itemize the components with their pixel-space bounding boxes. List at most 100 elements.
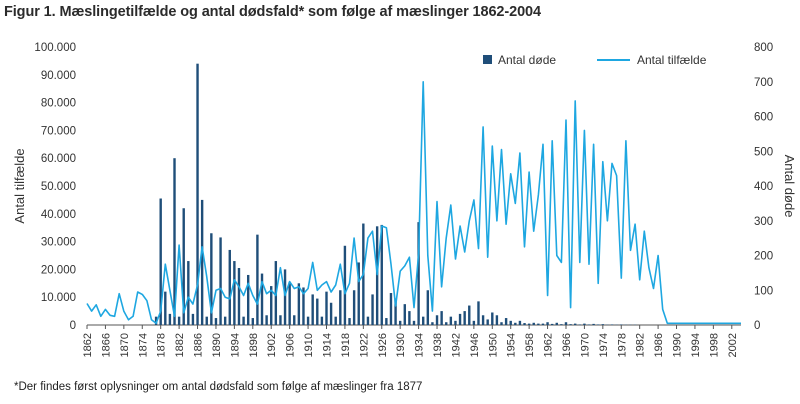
- deaths-bar: [302, 287, 305, 325]
- axes: [86, 324, 741, 329]
- x-tick-label: 1902: [266, 333, 278, 357]
- x-tick-label: 1882: [174, 333, 186, 357]
- deaths-bar: [583, 323, 586, 325]
- x-tick-label: 2002: [727, 333, 739, 357]
- deaths-bar: [177, 316, 181, 325]
- deaths-bar: [265, 315, 268, 325]
- deaths-bar: [417, 222, 420, 325]
- x-tick-label: 1938: [432, 333, 444, 357]
- x-tick-label: 1998: [708, 333, 720, 357]
- deaths-bar: [288, 281, 291, 325]
- deaths-bar: [371, 294, 374, 325]
- deaths-bar: [173, 158, 176, 325]
- deaths-bar: [380, 224, 383, 325]
- deaths-bar: [293, 315, 296, 325]
- x-tick-label: 1878: [156, 333, 168, 357]
- deaths-bar: [210, 233, 213, 325]
- chart-title: Figur 1. Mæslingetilfælde og antal dødsf…: [4, 4, 541, 20]
- deaths-bar: [546, 322, 549, 325]
- y2-tick-label: 400: [754, 181, 773, 193]
- deaths-bar: [454, 320, 457, 325]
- deaths-bar: [325, 291, 328, 325]
- y-tick-label: 90.000: [41, 70, 76, 82]
- y-tick-label: 70.000: [41, 125, 76, 137]
- deaths-bar: [435, 315, 439, 325]
- y-tick-label: 50.000: [41, 181, 76, 193]
- deaths-bar: [182, 208, 185, 325]
- y2-tick-label: 500: [754, 146, 773, 158]
- y2-tick-label: 100: [754, 285, 773, 297]
- x-tick-label: 1982: [635, 333, 647, 357]
- deaths-bar: [491, 312, 494, 325]
- deaths-bar: [403, 304, 406, 325]
- y-tick-label: 20.000: [41, 264, 76, 276]
- deaths-bar: [329, 302, 333, 325]
- deaths-bar: [537, 323, 540, 325]
- deaths-bar: [550, 323, 554, 325]
- deaths-bar: [297, 283, 301, 325]
- deaths-bar: [514, 322, 517, 325]
- y-tick-label: 100.000: [34, 42, 76, 54]
- deaths-bar: [389, 293, 393, 325]
- x-tick-label: 1898: [248, 333, 260, 357]
- y2-tick-label: 300: [754, 216, 773, 228]
- deaths-bar: [219, 237, 222, 325]
- x-tick-label: 1910: [303, 333, 315, 357]
- deaths-bar: [320, 316, 324, 325]
- deaths-bar: [256, 234, 259, 325]
- deaths-bar: [569, 324, 572, 325]
- deaths-bar: [426, 290, 430, 325]
- x-tick-label: 1950: [487, 333, 499, 357]
- deaths-bar: [440, 311, 443, 325]
- x-tick-label: 1978: [616, 333, 628, 357]
- deaths-bar: [270, 286, 273, 325]
- x-tick-label: 1970: [579, 333, 591, 357]
- deaths-bar: [196, 63, 199, 326]
- deaths-bar: [223, 316, 227, 325]
- deaths-bar: [279, 315, 282, 325]
- x-tick-label: 1906: [285, 333, 297, 357]
- y-axis-label-right: Antal døde: [782, 155, 797, 218]
- x-tick-label: 1930: [395, 333, 407, 357]
- y2-tick-label: 0: [754, 320, 760, 332]
- y2-tick-label: 600: [754, 112, 773, 124]
- deaths-bar: [200, 199, 204, 325]
- deaths-bar: [587, 324, 591, 325]
- x-tick-label: 1874: [137, 333, 149, 357]
- deaths-bar: [463, 311, 466, 325]
- x-tick-label: 1966: [561, 333, 573, 357]
- deaths-bar: [412, 320, 416, 325]
- y-tick-label: 60.000: [41, 153, 76, 165]
- legend: Antal døde Antal tilfælde: [483, 53, 707, 67]
- legend-swatch-deaths: [483, 55, 492, 64]
- x-tick-label: 1894: [229, 333, 241, 357]
- deaths-bar: [233, 261, 236, 325]
- x-tick-label: 1958: [524, 333, 536, 357]
- cases-line: [86, 81, 741, 325]
- deaths-bar: [560, 324, 563, 325]
- y-tick-label: 0: [70, 320, 76, 332]
- x-tick-label: 1994: [690, 333, 702, 357]
- deaths-bar: [555, 322, 558, 325]
- deaths-bar: [509, 320, 512, 325]
- deaths-bar: [385, 318, 388, 325]
- deaths-bar: [495, 315, 499, 325]
- deaths-bar: [500, 322, 503, 325]
- y2-tick-label: 200: [754, 251, 773, 263]
- x-tick-label: 1866: [100, 333, 112, 357]
- deaths-bar: [187, 261, 190, 325]
- deaths-bar: [246, 274, 250, 325]
- deaths-bar: [316, 298, 319, 325]
- legend-label-deaths: Antal døde: [498, 53, 556, 67]
- y-tick-label: 10.000: [41, 292, 76, 304]
- x-tick-label: 1934: [414, 333, 426, 357]
- x-tick-label: 1962: [543, 333, 555, 357]
- deaths-bar: [375, 226, 379, 325]
- deaths-bar: [237, 268, 241, 325]
- deaths-bar: [610, 324, 614, 325]
- x-tick-label: 1922: [358, 333, 370, 357]
- legend-label-cases: Antal tilfælde: [637, 53, 707, 67]
- y-axis-label-left: Antal tilfælde: [12, 148, 27, 223]
- deaths-bar: [348, 318, 351, 325]
